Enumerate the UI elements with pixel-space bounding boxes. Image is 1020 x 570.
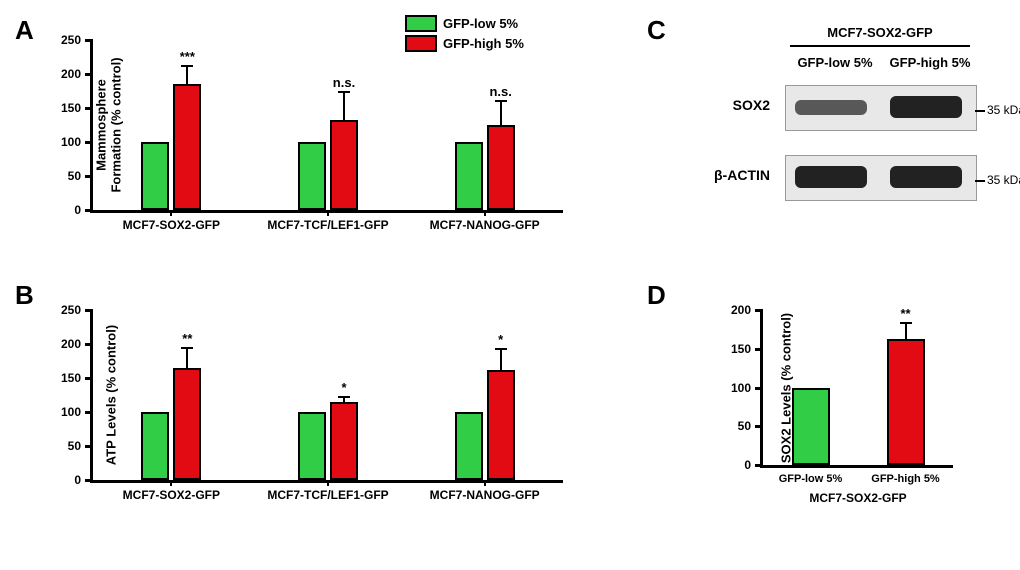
ytick-label: 100 <box>61 135 81 149</box>
significance-label: n.s. <box>333 75 355 90</box>
bar-high <box>487 125 515 210</box>
significance-label: * <box>341 380 346 395</box>
panel-c: MCF7-SOX2-GFPGFP-low 5%GFP-high 5%SOX235… <box>705 25 995 245</box>
significance-label: *** <box>180 49 195 64</box>
bar-low <box>455 142 483 210</box>
figure: GFP-low 5% GFP-high 5% A 050100150200250… <box>15 15 1005 555</box>
chart-d: 050100150200SOX2 Levels (% control)GFP-l… <box>760 310 953 468</box>
blot-row-label: β-ACTIN <box>700 167 770 183</box>
bar-high <box>330 120 358 210</box>
y-axis-label: MammosphereFormation (% control) <box>94 57 124 192</box>
bar-low <box>298 142 326 210</box>
ytick-label: 50 <box>738 419 751 433</box>
x-axis-group-label: MCF7-SOX2-GFP <box>809 491 906 505</box>
bar <box>792 388 830 466</box>
bar <box>887 339 925 465</box>
chart-b: 050100150200250ATP Levels (% control)**M… <box>90 310 563 483</box>
ytick-label: 0 <box>744 458 751 472</box>
ytick-label: 100 <box>731 381 751 395</box>
chart-a: 050100150200250MammosphereFormation (% c… <box>90 40 563 213</box>
ytick-label: 250 <box>61 33 81 47</box>
blot-row-label: SOX2 <box>700 97 770 113</box>
y-axis-label: ATP Levels (% control) <box>104 325 119 465</box>
ytick-label: 150 <box>61 371 81 385</box>
ytick-label: 50 <box>68 169 81 183</box>
x-bar-label: GFP-low 5% <box>779 473 843 485</box>
band <box>890 166 962 188</box>
legend-label-low: GFP-low 5% <box>443 16 518 31</box>
ytick-label: 0 <box>74 473 81 487</box>
significance-label: ** <box>182 331 192 346</box>
ytick-label: 200 <box>61 67 81 81</box>
mw-label: 35 kDa <box>987 173 1020 187</box>
bar-high <box>330 402 358 480</box>
ytick-label: 150 <box>731 342 751 356</box>
bar-low <box>455 412 483 480</box>
bar-high <box>173 368 201 480</box>
blot-header: MCF7-SOX2-GFP <box>827 25 932 40</box>
lane-label: GFP-high 5% <box>890 55 971 70</box>
ytick-label: 0 <box>74 203 81 217</box>
mw-label: 35 kDa <box>987 103 1020 117</box>
bar-low <box>141 412 169 480</box>
significance-label: * <box>498 332 503 347</box>
panel-a: 050100150200250MammosphereFormation (% c… <box>90 40 560 240</box>
ytick-label: 250 <box>61 303 81 317</box>
band <box>795 100 867 115</box>
lane-label: GFP-low 5% <box>797 55 872 70</box>
bar-low <box>141 142 169 210</box>
ytick-label: 150 <box>61 101 81 115</box>
panel-d-label: D <box>647 280 666 311</box>
band <box>890 96 962 118</box>
panel-d: 050100150200SOX2 Levels (% control)GFP-l… <box>760 310 950 520</box>
significance-label: n.s. <box>489 84 511 99</box>
panel-b-label: B <box>15 280 34 311</box>
panel-b: 050100150200250ATP Levels (% control)**M… <box>90 310 560 510</box>
panel-c-label: C <box>647 15 666 46</box>
ytick-label: 100 <box>61 405 81 419</box>
ytick-label: 200 <box>731 303 751 317</box>
x-bar-label: GFP-high 5% <box>871 473 939 485</box>
panel-a-label: A <box>15 15 34 46</box>
ytick-label: 50 <box>68 439 81 453</box>
bar-high <box>173 84 201 210</box>
x-group-label: MCF7-TCF/LEF1-GFP <box>267 488 388 502</box>
legend-swatch-low <box>405 15 437 32</box>
x-group-label: MCF7-TCF/LEF1-GFP <box>267 218 388 232</box>
x-group-label: MCF7-NANOG-GFP <box>430 488 540 502</box>
x-group-label: MCF7-SOX2-GFP <box>123 488 220 502</box>
significance-label: ** <box>900 306 910 321</box>
x-group-label: MCF7-NANOG-GFP <box>430 218 540 232</box>
bar-high <box>487 370 515 480</box>
ytick-label: 200 <box>61 337 81 351</box>
bar-low <box>298 412 326 480</box>
x-group-label: MCF7-SOX2-GFP <box>123 218 220 232</box>
band <box>795 166 867 188</box>
